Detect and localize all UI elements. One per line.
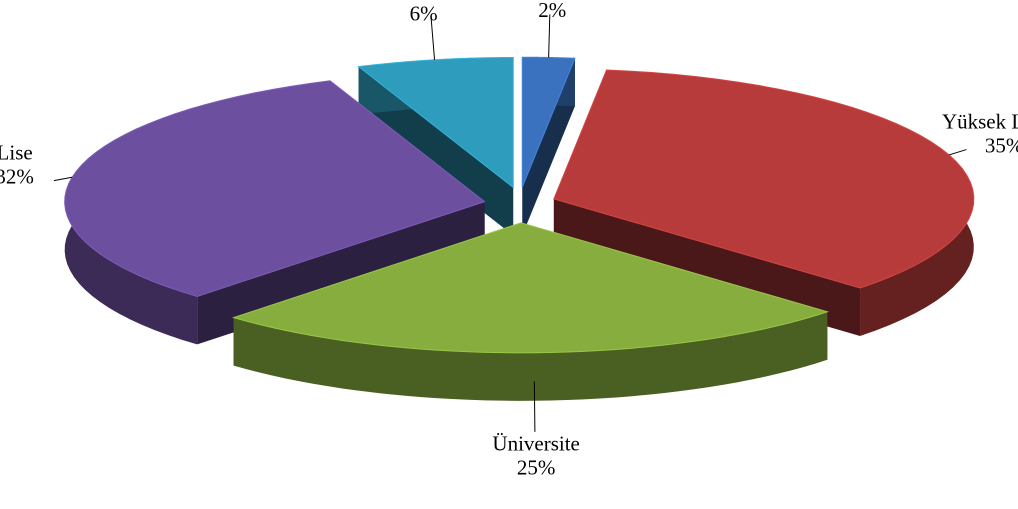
slice-label-name: İlk/Orta xyxy=(390,0,457,1)
leader-line xyxy=(548,14,551,58)
slice-label-name: Üniversite xyxy=(492,432,579,456)
slice-label-value: 6% xyxy=(410,1,438,25)
slice xyxy=(231,222,830,401)
slice xyxy=(521,56,576,236)
slice-label-name: Yüksek Lisans xyxy=(942,109,1018,133)
slice-label-value: 35% xyxy=(985,133,1018,157)
leader-line xyxy=(53,176,73,182)
leader-line xyxy=(948,149,967,156)
slice-top xyxy=(231,222,830,354)
slice-label-value: 2% xyxy=(538,0,566,22)
leader-line xyxy=(430,17,436,60)
slice-side xyxy=(233,311,828,401)
leader-line xyxy=(533,381,536,432)
slice-label-name: Lise xyxy=(0,140,33,164)
slice-top xyxy=(357,56,514,189)
slice-label-value: 32% xyxy=(0,164,34,188)
slice-label-value: 25% xyxy=(517,456,556,480)
